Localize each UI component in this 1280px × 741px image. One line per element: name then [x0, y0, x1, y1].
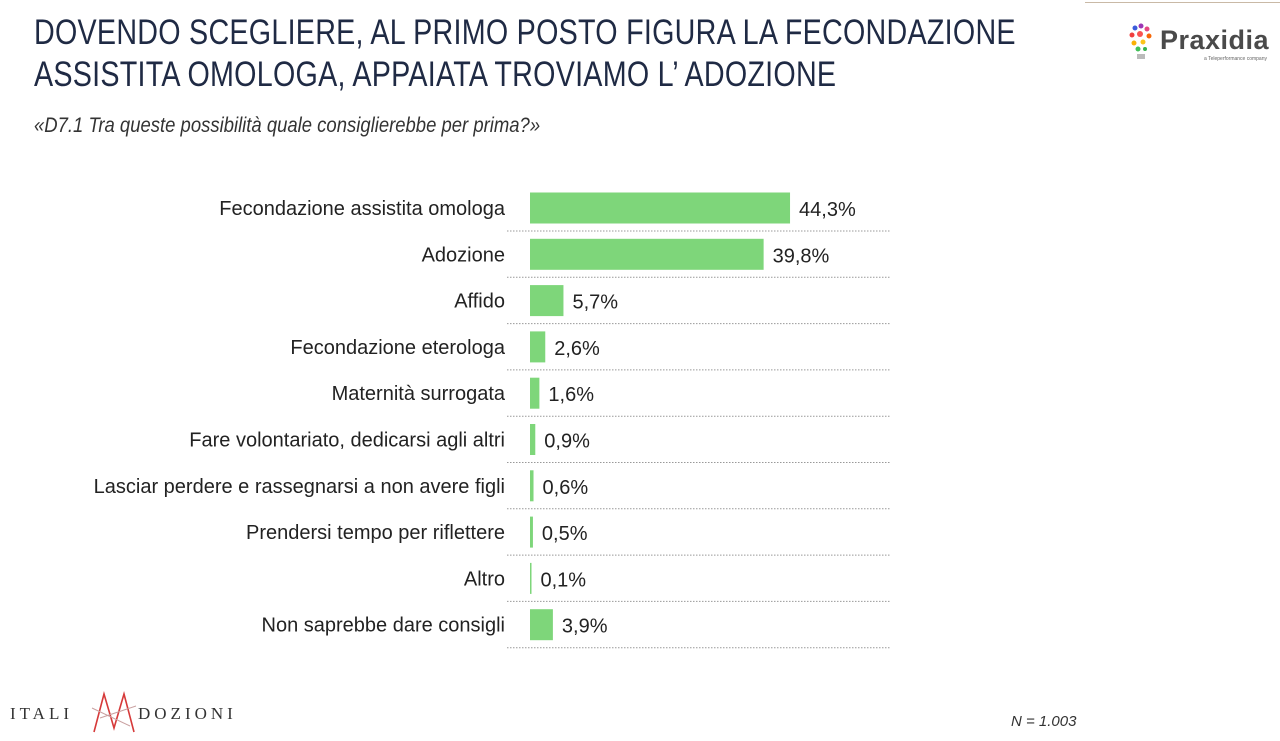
bar — [530, 285, 564, 317]
bar — [530, 516, 533, 548]
category-label: Non saprebbe dare consigli — [262, 615, 506, 637]
category-label: Lasciar perdere e rassegnarsi a non aver… — [94, 476, 505, 498]
italiadozioni-left-text: ITALI — [10, 704, 74, 723]
category-label: Adozione — [422, 244, 505, 266]
bar — [530, 331, 546, 363]
bar — [530, 562, 532, 594]
data-label: 0,9% — [544, 431, 590, 453]
question-text: «D7.1 Tra queste possibilità quale consi… — [34, 114, 541, 137]
data-label: 39,8% — [773, 245, 830, 267]
data-label: 0,6% — [543, 477, 589, 499]
data-label: 0,5% — [542, 523, 588, 545]
bar — [530, 424, 536, 455]
italiadozioni-figures-icon — [91, 691, 137, 733]
category-label: Affido — [454, 291, 505, 313]
bar — [530, 609, 553, 641]
data-label: 3,9% — [562, 616, 608, 638]
data-label: 5,7% — [572, 292, 618, 314]
data-label: 1,6% — [548, 384, 594, 406]
title-line-1: DOVENDO SCEGLIERE, AL PRIMO POSTO FIGURA… — [34, 13, 1016, 52]
top-border-line — [1085, 2, 1280, 3]
bar — [530, 377, 540, 409]
category-label: Fecondazione assistita omologa — [219, 198, 506, 220]
title-line-2: ASSISTITA OMOLOGA, APPAIATA TROVIAMO L’ … — [34, 55, 837, 94]
praxidia-bulb-icon — [1129, 23, 1152, 59]
data-label: 44,3% — [799, 199, 856, 221]
sample-size: N = 1.003 — [1011, 713, 1077, 730]
praxidia-logo: Praxidia a Teleperformance company — [1126, 22, 1276, 66]
bar — [530, 238, 764, 270]
category-label: Altro — [464, 568, 505, 590]
bar — [530, 470, 534, 502]
praxidia-wordmark: Praxidia — [1160, 25, 1270, 55]
category-label: Maternità surrogata — [332, 383, 506, 405]
praxidia-tagline: a Teleperformance company — [1204, 56, 1267, 62]
data-label: 2,6% — [554, 338, 600, 360]
page-title: DOVENDO SCEGLIERE, AL PRIMO POSTO FIGURA… — [34, 12, 1016, 96]
category-label: Prendersi tempo per riflettere — [246, 522, 505, 544]
italiadozioni-right-text: DOZIONI — [138, 704, 237, 723]
category-label: Fecondazione eterologa — [290, 337, 505, 359]
data-label: 0,1% — [541, 569, 587, 591]
category-label: Fare volontariato, dedicarsi agli altri — [189, 430, 505, 452]
italiadozioni-logo: ITALI DOZIONI — [10, 688, 235, 736]
bar — [530, 192, 791, 224]
